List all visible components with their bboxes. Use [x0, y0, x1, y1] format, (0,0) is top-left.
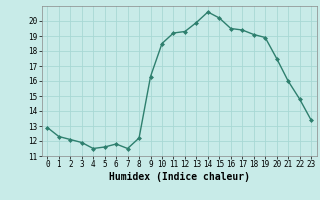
X-axis label: Humidex (Indice chaleur): Humidex (Indice chaleur) [109, 172, 250, 182]
